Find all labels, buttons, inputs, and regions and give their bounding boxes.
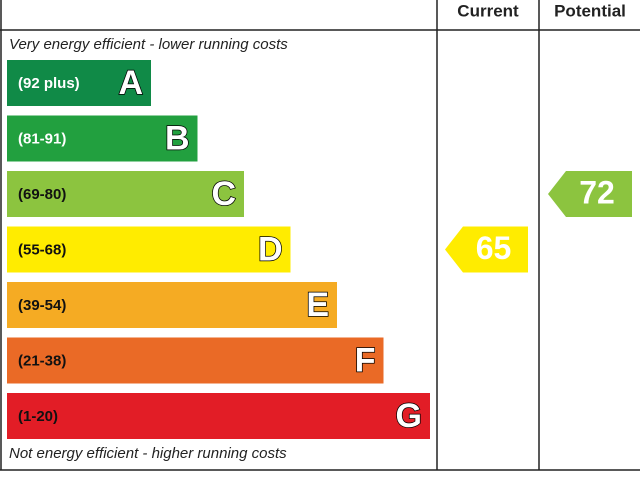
band-bar xyxy=(7,171,244,217)
band-letter: C xyxy=(211,175,236,213)
band-range: (21-38) xyxy=(18,352,66,369)
band-letter: G xyxy=(396,397,422,435)
band-range: (92 plus) xyxy=(18,75,80,92)
band-bar xyxy=(7,337,384,384)
column-header: Current xyxy=(457,1,519,20)
band-letter: E xyxy=(306,286,329,324)
bottom-caption: Not energy efficient - higher running co… xyxy=(9,445,287,462)
band-range: (81-91) xyxy=(18,130,66,147)
band-letter: A xyxy=(118,64,143,102)
band-bar xyxy=(7,226,291,273)
band-range: (55-68) xyxy=(18,241,66,258)
column-header: Potential xyxy=(554,1,626,20)
band-bar xyxy=(7,282,337,328)
current-value: 65 xyxy=(476,230,512,266)
band-range: (39-54) xyxy=(18,297,66,314)
band-bar xyxy=(7,60,151,106)
band-bar xyxy=(7,115,198,162)
potential-arrow xyxy=(548,171,632,217)
current-arrow xyxy=(445,226,528,273)
band-letter: B xyxy=(165,119,190,157)
top-caption: Very energy efficient - lower running co… xyxy=(9,36,288,53)
band-letter: D xyxy=(258,230,283,268)
band-letter: F xyxy=(355,341,376,379)
band-bar xyxy=(7,393,430,439)
band-range: (1-20) xyxy=(18,408,58,425)
band-range: (69-80) xyxy=(18,186,66,203)
potential-value: 72 xyxy=(579,174,615,210)
